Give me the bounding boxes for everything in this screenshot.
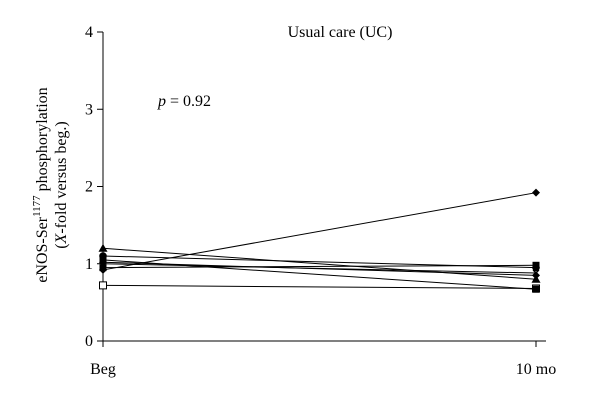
y-axis-label-suffix: phosphorylation [34, 87, 51, 195]
series-line [102, 284, 537, 289]
series-line [102, 261, 537, 276]
y-axis-label-paren: ( [53, 243, 70, 248]
series-lines [102, 192, 537, 290]
series-line [102, 247, 537, 280]
x-ticks: Beg 10 mo [90, 341, 556, 378]
y-axis-label: eNOS-Ser1177 phosphorylation (X-fold ver… [31, 87, 70, 282]
p-value-text: = 0.92 [166, 93, 211, 110]
series-markers [98, 188, 541, 293]
y-axis-label-line1: eNOS-Ser1177 phosphorylation [31, 87, 51, 282]
data-point-diamond [99, 258, 107, 267]
y-axis-label-superscript: 1177 [31, 195, 43, 217]
axes [102, 32, 546, 342]
y-tick-label: 4 [85, 24, 93, 41]
y-axis-label-line2: (X-fold versus beg.) [53, 121, 70, 249]
y-ticks: 0 1 2 3 4 [85, 24, 103, 350]
data-point-diamond [532, 188, 540, 197]
series-line [102, 192, 537, 271]
y-tick-label: 0 [85, 333, 93, 350]
p-value-symbol: p [157, 93, 166, 110]
y-tick-label: 3 [85, 101, 93, 118]
data-point-square [532, 285, 540, 293]
data-point-diamond [532, 271, 540, 280]
y-axis-label-italic: X [53, 232, 70, 244]
x-tick-label: Beg [90, 361, 116, 378]
p-value-annotation: p = 0.92 [157, 93, 211, 110]
x-tick-label: 10 mo [516, 361, 556, 378]
data-point-open-square [99, 281, 107, 290]
y-axis-label-prefix: eNOS-Ser [34, 216, 51, 282]
chart-title: Usual care (UC) [288, 24, 393, 41]
data-point-square [99, 264, 107, 272]
data-point-triangle [98, 243, 108, 252]
y-tick-label: 2 [85, 179, 93, 196]
data-point-square [532, 261, 540, 269]
y-tick-label: 1 [85, 256, 93, 273]
y-axis-label-rest: -fold versus beg.) [53, 121, 70, 233]
series-line [102, 264, 537, 269]
